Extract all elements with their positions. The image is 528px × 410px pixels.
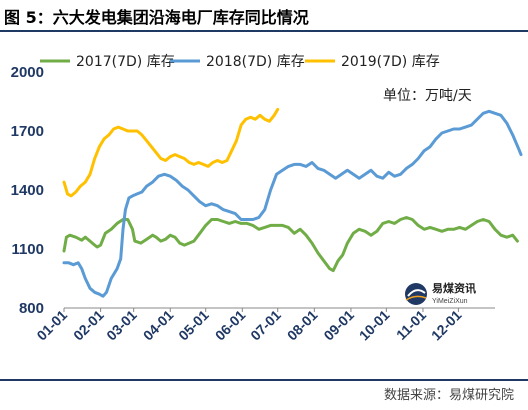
x-tick-label: 08-01 [284, 307, 321, 344]
y-tick-label: 1700 [11, 123, 44, 140]
unit-label: 单位：万吨/天 [383, 88, 472, 104]
watermark-name: 易煤资讯 [432, 281, 476, 295]
y-tick-label: 2000 [11, 64, 44, 81]
x-tick-label: 03-01 [103, 307, 140, 344]
watermark-logo: 易煤资讯 YiMeiZiXun [405, 281, 476, 305]
logo-swoosh-icon [407, 289, 426, 297]
chart-series [62, 107, 523, 298]
x-tick-label: 12-01 [428, 307, 465, 344]
x-tick-label: 05-01 [175, 307, 212, 344]
y-tick-label: 1100 [11, 241, 44, 258]
legend-label: 2019(7D) 库存 [341, 54, 440, 70]
x-tick-label: 06-01 [212, 307, 249, 344]
data-source: 数据来源：易煤研究院 [383, 388, 514, 403]
x-tick-label: 02-01 [70, 307, 107, 344]
series-line-2017 [62, 216, 519, 273]
x-tick-label: 10-01 [356, 307, 393, 344]
y-tick-label: 1400 [11, 182, 44, 199]
x-tick-label: 04-01 [140, 307, 177, 344]
x-tick-label: 07-01 [247, 307, 284, 344]
watermark-sub: YiMeiZiXun [432, 298, 468, 305]
series-line-2019 [62, 107, 280, 198]
series-line-2018 [62, 109, 523, 298]
bottom-rule [0, 379, 528, 381]
logo-arc-icon [405, 295, 427, 301]
legend-label: 2018(7D) 库存 [206, 54, 305, 70]
page-title: 图 5：六大发电集团沿海电厂库存同比情况 [4, 8, 309, 27]
y-tick-label: 800 [19, 300, 44, 317]
x-tick-label: 11-01 [393, 307, 429, 343]
legend-label: 2017(7D) 库存 [76, 54, 175, 70]
chart-legend: 2017(7D) 库存 2018(7D) 库存 2019(7D) 库存 [40, 54, 440, 70]
logo-globe-icon [405, 283, 427, 305]
line-chart: 2017(7D) 库存 2018(7D) 库存 2019(7D) 库存 单位：万吨/… [11, 54, 523, 344]
title-bar: 图 5：六大发电集团沿海电厂库存同比情况 [0, 0, 528, 32]
x-tick-label: 09-01 [320, 307, 357, 344]
